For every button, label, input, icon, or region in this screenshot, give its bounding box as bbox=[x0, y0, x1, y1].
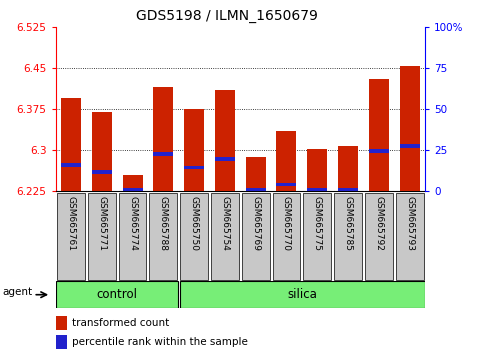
Bar bbox=[369, 149, 389, 153]
FancyBboxPatch shape bbox=[334, 193, 362, 280]
Text: control: control bbox=[97, 288, 138, 301]
Text: transformed count: transformed count bbox=[72, 318, 170, 328]
FancyBboxPatch shape bbox=[396, 193, 424, 280]
Bar bbox=[56, 316, 67, 330]
FancyBboxPatch shape bbox=[180, 193, 208, 280]
Text: GSM665770: GSM665770 bbox=[282, 195, 291, 251]
Bar bbox=[369, 79, 389, 191]
Bar bbox=[215, 90, 235, 191]
Bar bbox=[123, 175, 142, 191]
Text: GSM665761: GSM665761 bbox=[67, 195, 75, 251]
Text: GSM665774: GSM665774 bbox=[128, 195, 137, 250]
Bar bbox=[153, 87, 173, 191]
Text: GSM665775: GSM665775 bbox=[313, 195, 322, 251]
Bar bbox=[338, 145, 358, 191]
Text: GSM665754: GSM665754 bbox=[220, 195, 229, 250]
FancyBboxPatch shape bbox=[149, 193, 177, 280]
FancyBboxPatch shape bbox=[180, 281, 425, 308]
Bar bbox=[276, 131, 297, 191]
Text: silica: silica bbox=[287, 288, 317, 301]
Text: GSM665769: GSM665769 bbox=[251, 195, 260, 251]
FancyBboxPatch shape bbox=[56, 281, 178, 308]
Bar bbox=[61, 164, 81, 167]
Bar bbox=[276, 183, 297, 187]
Text: agent: agent bbox=[3, 286, 33, 297]
FancyBboxPatch shape bbox=[211, 193, 239, 280]
Bar bbox=[307, 149, 327, 191]
Bar bbox=[56, 335, 67, 349]
FancyBboxPatch shape bbox=[119, 193, 146, 280]
Bar bbox=[338, 188, 358, 192]
Bar bbox=[61, 98, 81, 191]
Text: GDS5198 / ILMN_1650679: GDS5198 / ILMN_1650679 bbox=[136, 9, 318, 23]
Text: GSM665788: GSM665788 bbox=[159, 195, 168, 251]
FancyBboxPatch shape bbox=[365, 193, 393, 280]
Text: GSM665750: GSM665750 bbox=[190, 195, 199, 251]
Bar bbox=[184, 109, 204, 191]
Text: GSM665792: GSM665792 bbox=[374, 195, 384, 250]
Bar bbox=[153, 152, 173, 156]
Bar bbox=[92, 112, 112, 191]
Bar bbox=[307, 188, 327, 192]
Bar bbox=[123, 188, 142, 192]
Text: GSM665785: GSM665785 bbox=[343, 195, 353, 251]
FancyBboxPatch shape bbox=[242, 193, 270, 280]
FancyBboxPatch shape bbox=[88, 193, 115, 280]
Bar bbox=[215, 158, 235, 161]
FancyBboxPatch shape bbox=[303, 193, 331, 280]
FancyBboxPatch shape bbox=[57, 193, 85, 280]
FancyBboxPatch shape bbox=[272, 193, 300, 280]
Text: GSM665771: GSM665771 bbox=[97, 195, 106, 251]
Text: percentile rank within the sample: percentile rank within the sample bbox=[72, 337, 248, 347]
Text: GSM665793: GSM665793 bbox=[405, 195, 414, 251]
Bar bbox=[92, 170, 112, 174]
Bar bbox=[246, 188, 266, 192]
Bar bbox=[246, 157, 266, 191]
Bar bbox=[184, 166, 204, 170]
Bar bbox=[399, 144, 420, 148]
Bar bbox=[399, 66, 420, 191]
